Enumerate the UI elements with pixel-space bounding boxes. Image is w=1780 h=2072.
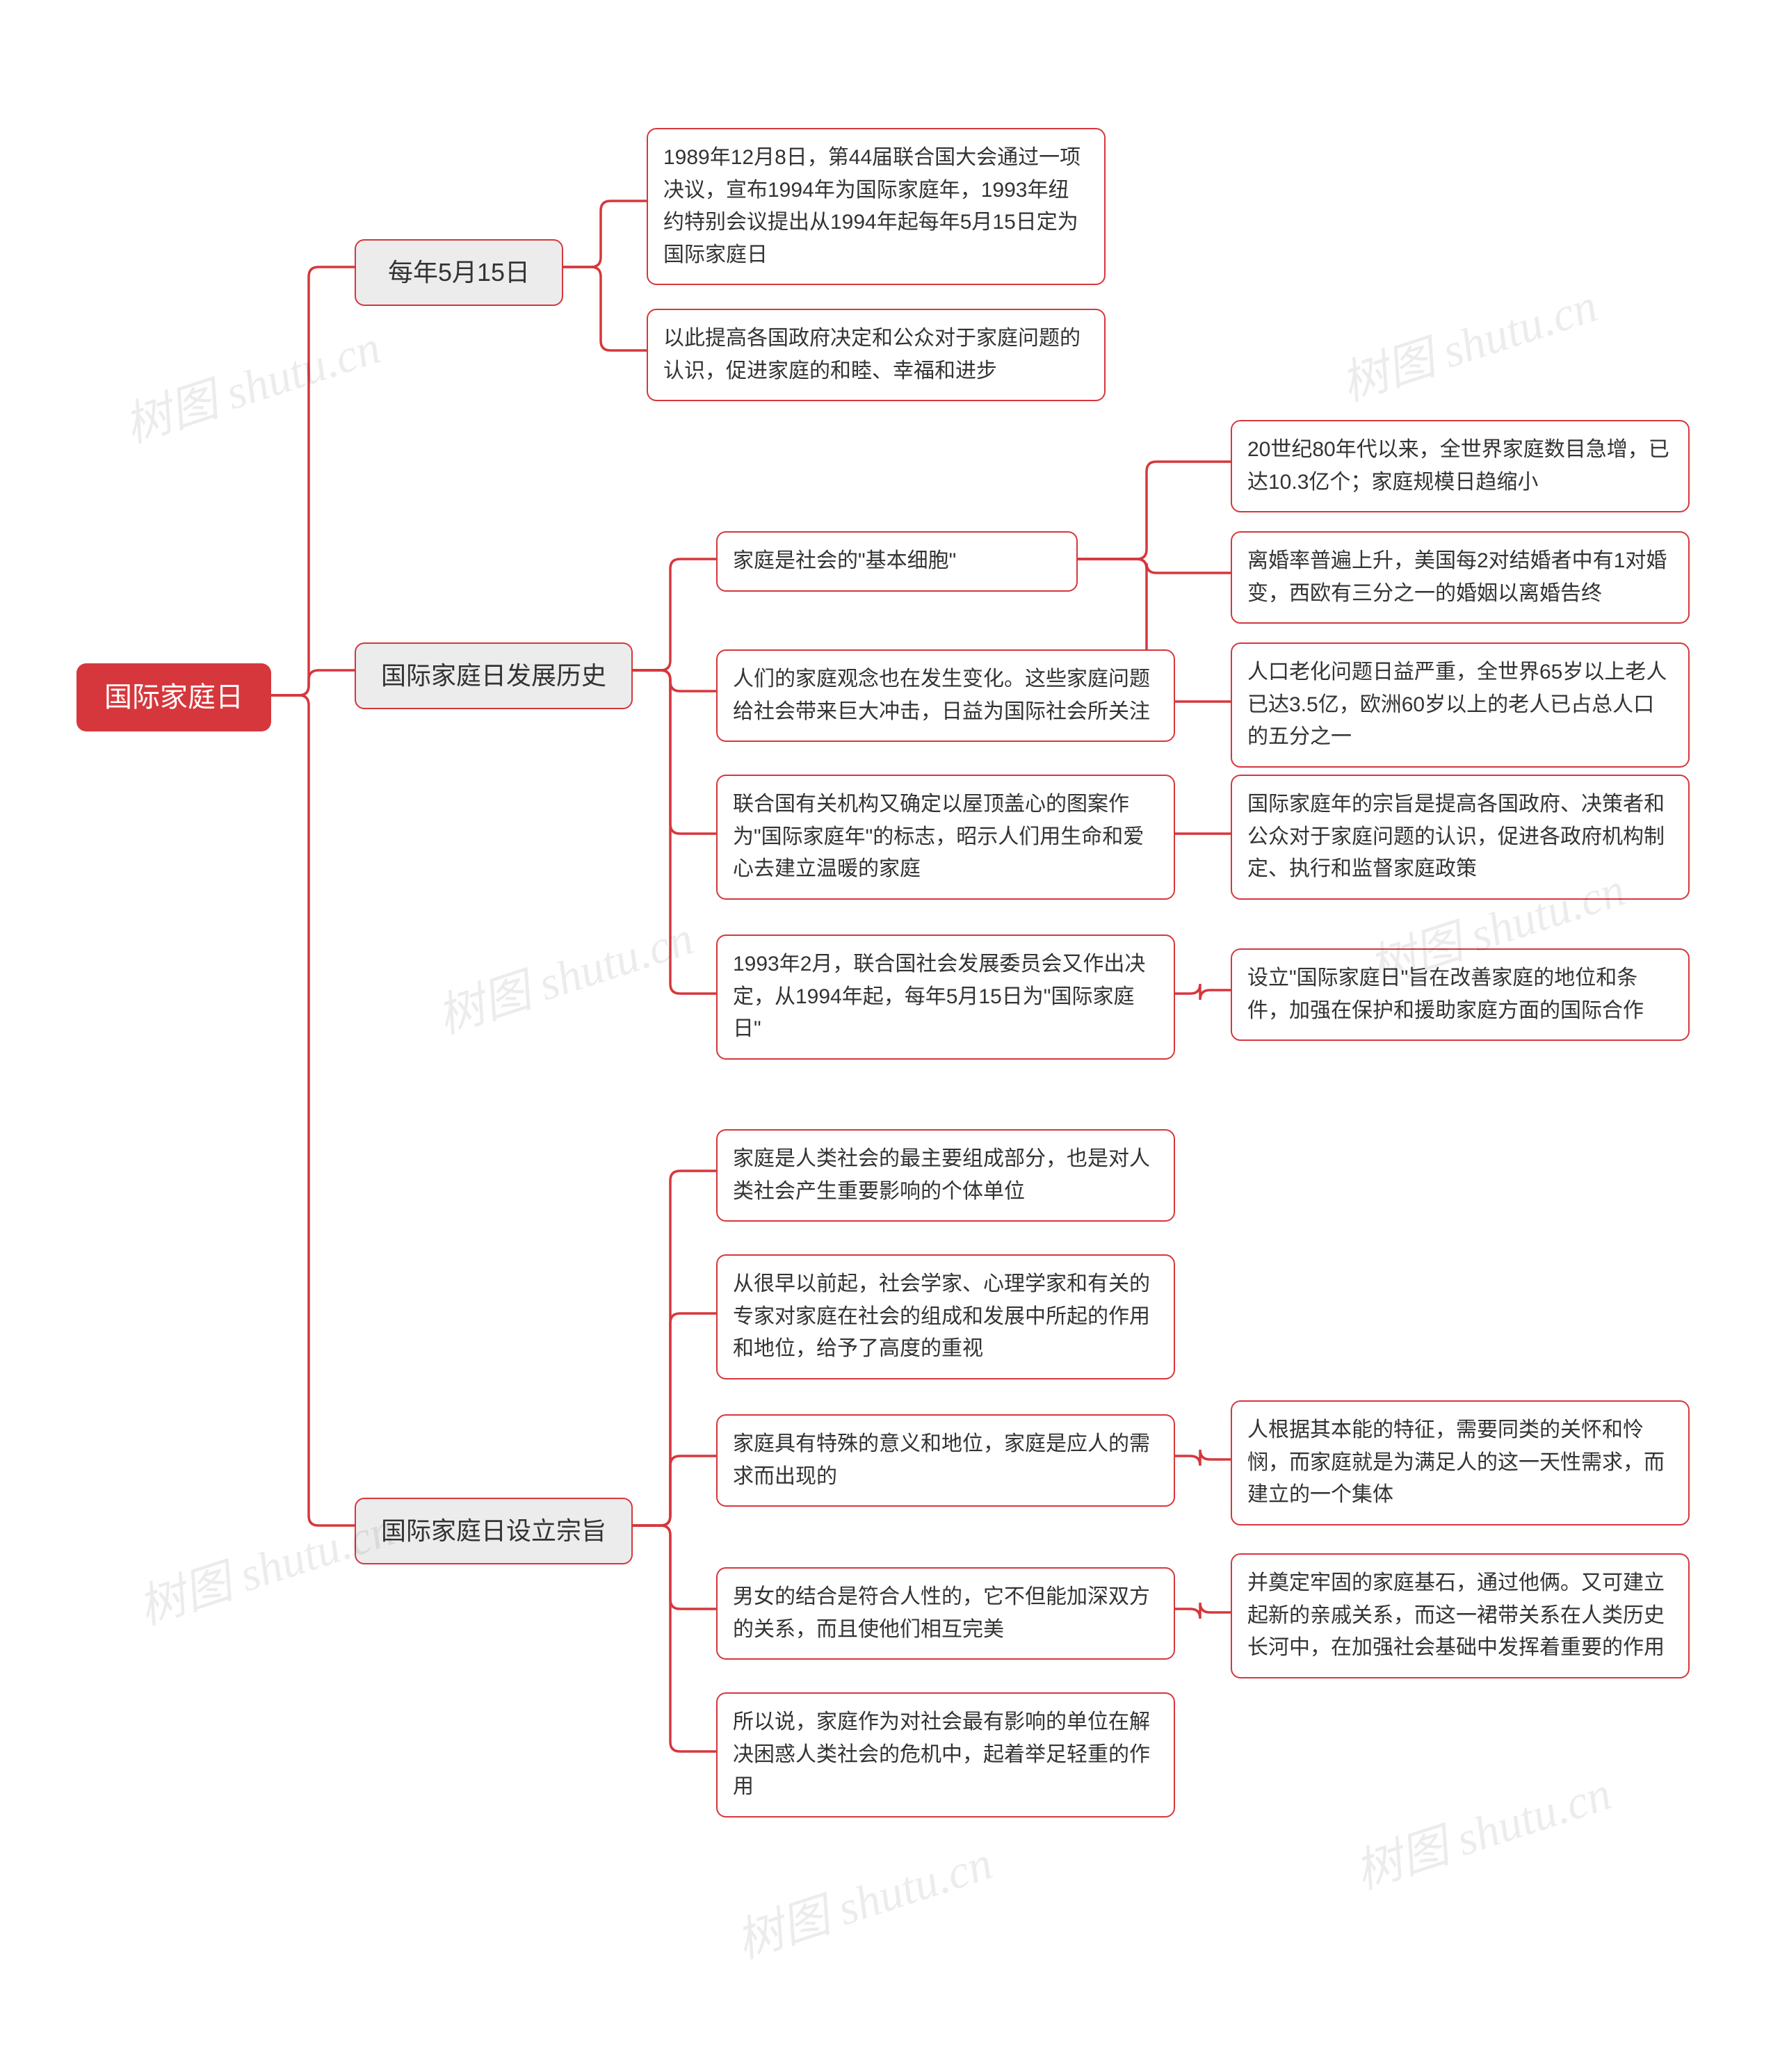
node-label: 1993年2月，联合国社会发展委员会又作出决定，从1994年起，每年5月15日为… [733, 948, 1158, 1046]
leaf-node: 离婚率普遍上升，美国每2对结婚者中有1对婚变，西欧有三分之一的婚姻以离婚告终 [1231, 531, 1690, 624]
watermark-text: 树图 shutu.cn [431, 912, 699, 1044]
watermark: 树图 shutu.cn [1345, 1754, 1618, 1902]
edge [633, 670, 716, 994]
watermark: 树图 shutu.cn [1331, 266, 1604, 414]
leaf-node: 设立"国际家庭日"旨在改善家庭的地位和条件，加强在保护和援助家庭方面的国际合作 [1231, 948, 1690, 1041]
node-label: 每年5月15日 [388, 253, 530, 292]
watermark-text: 树图 shutu.cn [1349, 1767, 1617, 1899]
node-label: 以此提高各国政府决定和公众对于家庭问题的认识，促进家庭的和睦、幸福和进步 [663, 323, 1089, 387]
node-label: 联合国有关机构又确定以屋顶盖心的图案作为"国际家庭年"的标志，昭示人们用生命和爱… [733, 788, 1158, 886]
edge [633, 1171, 716, 1525]
leaf-node: 人们的家庭观念也在发生变化。这些家庭问题给社会带来巨大冲击，日益为国际社会所关注 [716, 649, 1175, 742]
edge [1078, 462, 1231, 559]
node-label: 人们的家庭观念也在发生变化。这些家庭问题给社会带来巨大冲击，日益为国际社会所关注 [733, 663, 1158, 728]
edge [1175, 1450, 1231, 1466]
edge [271, 267, 355, 695]
edge [1175, 984, 1231, 1000]
node-label: 家庭是人类社会的最主要组成部分，也是对人类社会产生重要影响的个体单位 [733, 1143, 1158, 1208]
leaf-node: 家庭具有特殊的意义和地位，家庭是应人的需求而出现的 [716, 1414, 1175, 1507]
node-label: 20世纪80年代以来，全世界家庭数目急增，已达10.3亿个；家庭规模日趋缩小 [1247, 434, 1673, 499]
node-label: 男女的结合是符合人性的，它不但能加深双方的关系，而且使他们相互完美 [733, 1581, 1158, 1646]
node-label: 从很早以前起，社会学家、心理学家和有关的专家对家庭在社会的组成和发展中所起的作用… [733, 1268, 1158, 1366]
watermark: 树图 shutu.cn [114, 308, 387, 455]
node-label: 家庭是社会的"基本细胞" [733, 545, 956, 578]
edge [563, 267, 647, 350]
node-label: 所以说，家庭作为对社会最有影响的单位在解决困惑人类社会的危机中，起着举足轻重的作… [733, 1706, 1158, 1804]
node-label: 离婚率普遍上升，美国每2对结婚者中有1对婚变，西欧有三分之一的婚姻以离婚告终 [1247, 545, 1673, 610]
leaf-node: 1993年2月，联合国社会发展委员会又作出决定，从1994年起，每年5月15日为… [716, 934, 1175, 1060]
branch-node: 每年5月15日 [355, 239, 563, 306]
node-label: 1989年12月8日，第44届联合国大会通过一项决议，宣布1994年为国际家庭年… [663, 142, 1089, 271]
branch-node: 国际家庭日发展历史 [355, 642, 633, 709]
leaf-node: 家庭是人类社会的最主要组成部分，也是对人类社会产生重要影响的个体单位 [716, 1129, 1175, 1222]
edge [633, 1525, 716, 1751]
watermark: 树图 shutu.cn [427, 899, 700, 1046]
node-label: 国际家庭年的宗旨是提高各国政府、决策者和公众对于家庭问题的认识，促进各政府机构制… [1247, 788, 1673, 886]
leaf-node: 并奠定牢固的家庭基石，通过他俩。又可建立起新的亲戚关系，而这一裙带关系在人类历史… [1231, 1553, 1690, 1678]
leaf-node: 国际家庭年的宗旨是提高各国政府、决策者和公众对于家庭问题的认识，促进各政府机构制… [1231, 775, 1690, 900]
leaf-node: 以此提高各国政府决定和公众对于家庭问题的认识，促进家庭的和睦、幸福和进步 [647, 309, 1106, 401]
edge [633, 670, 716, 691]
watermark-text: 树图 shutu.cn [118, 321, 387, 453]
branch-node: 国际家庭日设立宗旨 [355, 1498, 633, 1564]
leaf-node: 家庭是社会的"基本细胞" [716, 531, 1078, 592]
leaf-node: 20世纪80年代以来，全世界家庭数目急增，已达10.3亿个；家庭规模日趋缩小 [1231, 420, 1690, 512]
watermark: 树图 shutu.cn [726, 1824, 999, 1971]
leaf-node: 1989年12月8日，第44届联合国大会通过一项决议，宣布1994年为国际家庭年… [647, 128, 1106, 285]
watermark-text: 树图 shutu.cn [1335, 279, 1603, 411]
edge [1078, 559, 1231, 573]
node-label: 国际家庭日设立宗旨 [381, 1512, 606, 1551]
node-label: 国际家庭日 [104, 676, 243, 719]
node-label: 家庭具有特殊的意义和地位，家庭是应人的需求而出现的 [733, 1428, 1158, 1493]
leaf-node: 男女的结合是符合人性的，它不但能加深双方的关系，而且使他们相互完美 [716, 1567, 1175, 1660]
edge [633, 559, 716, 670]
edge [633, 1456, 716, 1525]
leaf-node: 从很早以前起，社会学家、心理学家和有关的专家对家庭在社会的组成和发展中所起的作用… [716, 1254, 1175, 1379]
node-label: 设立"国际家庭日"旨在改善家庭的地位和条件，加强在保护和援助家庭方面的国际合作 [1247, 962, 1673, 1027]
node-label: 国际家庭日发展历史 [381, 656, 606, 695]
node-label: 并奠定牢固的家庭基石，通过他俩。又可建立起新的亲戚关系，而这一裙带关系在人类历史… [1247, 1567, 1673, 1665]
edge [271, 695, 355, 1525]
watermark-text: 树图 shutu.cn [730, 1836, 998, 1968]
leaf-node: 所以说，家庭作为对社会最有影响的单位在解决困惑人类社会的危机中，起着举足轻重的作… [716, 1692, 1175, 1818]
leaf-node: 联合国有关机构又确定以屋顶盖心的图案作为"国际家庭年"的标志，昭示人们用生命和爱… [716, 775, 1175, 900]
node-label: 人口老化问题日益严重，全世界65岁以上老人已达3.5亿，欧洲60岁以上的老人已占… [1247, 656, 1673, 754]
leaf-node: 人口老化问题日益严重，全世界65岁以上老人已达3.5亿，欧洲60岁以上的老人已占… [1231, 642, 1690, 768]
node-label: 人根据其本能的特征，需要同类的关怀和怜悯，而家庭就是为满足人的这一天性需求，而建… [1247, 1414, 1673, 1512]
edge [633, 670, 716, 834]
edge [633, 1525, 716, 1609]
edge [633, 1313, 716, 1525]
edge [271, 670, 355, 695]
leaf-node: 人根据其本能的特征，需要同类的关怀和怜悯，而家庭就是为满足人的这一天性需求，而建… [1231, 1400, 1690, 1525]
mindmap-canvas: 国际家庭日 每年5月15日国际家庭日发展历史国际家庭日设立宗旨 1989年12月8日… [0, 0, 1780, 2072]
root-node: 国际家庭日 [76, 663, 271, 731]
edge [1175, 1603, 1231, 1619]
edge [563, 201, 647, 267]
